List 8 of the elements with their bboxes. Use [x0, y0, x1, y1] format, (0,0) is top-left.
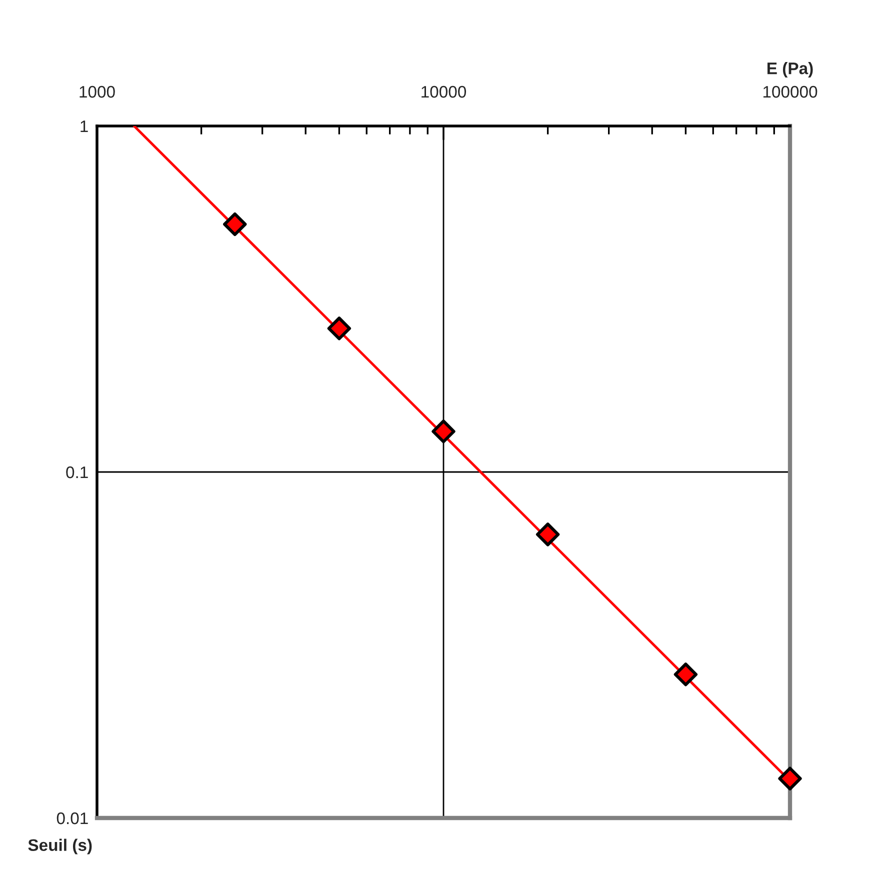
x-tick-label: 10000: [422, 86, 466, 98]
y-tick-label: 1: [80, 120, 88, 132]
x-axis-title: E (Pa): [768, 62, 813, 78]
y-tick-label: 0.1: [66, 466, 88, 478]
x-tick-label: 1000: [80, 86, 115, 98]
y-tick-label: 0.01: [56, 812, 88, 824]
y-axis-title: Seuil (s): [28, 838, 92, 854]
x-tick-label: 100000: [763, 86, 818, 98]
